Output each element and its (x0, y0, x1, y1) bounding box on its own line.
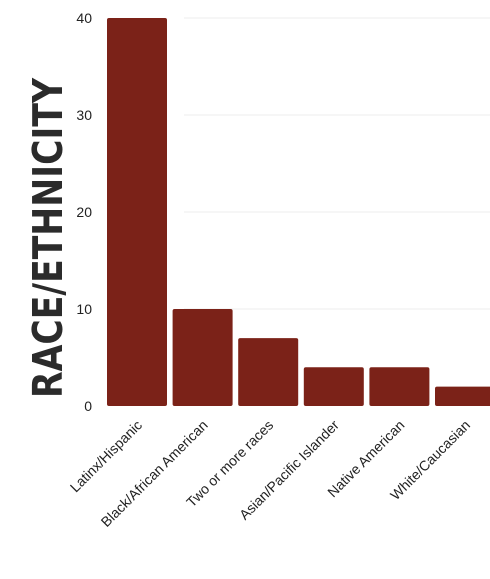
x-category-label: Black/African American (98, 417, 211, 530)
gridlines (184, 17, 490, 310)
bar (107, 18, 167, 406)
y-tick-label: 20 (76, 204, 92, 220)
bars (107, 18, 490, 406)
y-tick-label: 10 (76, 301, 92, 317)
bar (435, 386, 490, 406)
y-tick-labels: 0 10 20 30 40 (76, 10, 92, 414)
bar (172, 309, 233, 406)
y-tick-label: 0 (84, 398, 92, 414)
bar (369, 367, 430, 406)
y-tick-label: 30 (76, 107, 92, 123)
y-axis-title: RACE/ETHNICITY (24, 77, 72, 398)
bar (238, 338, 299, 406)
y-tick-label: 40 (76, 10, 92, 26)
bar (303, 367, 364, 406)
